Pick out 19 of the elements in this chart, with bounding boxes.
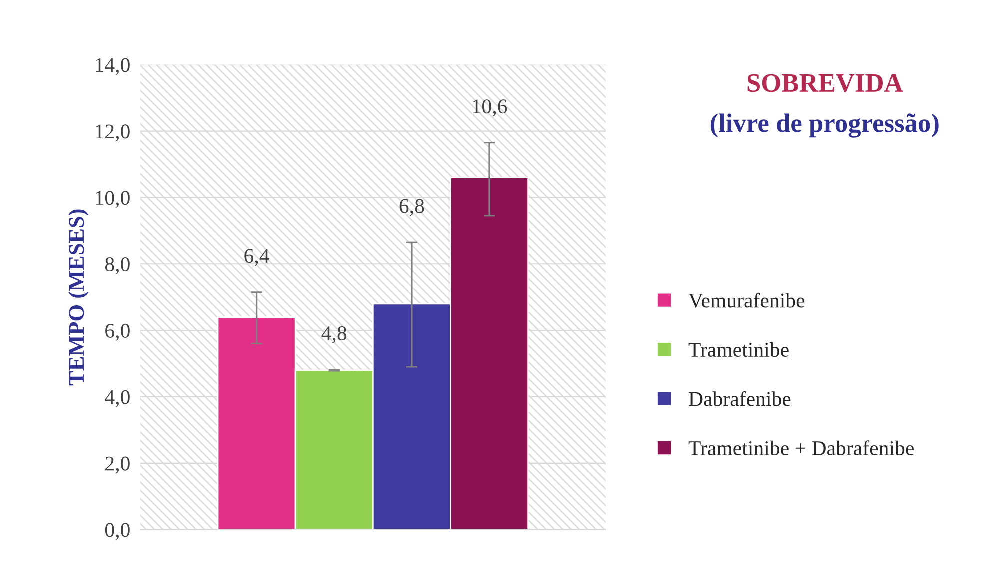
y-axis-title: TEMPO (MESES) — [68, 210, 89, 386]
text: 6,4 — [244, 249, 270, 266]
y-tick-label: 12,0 — [96, 124, 130, 142]
text: SOBREVIDA — [748, 74, 904, 92]
legend-label: Dabrafenibe — [689, 391, 791, 406]
text: (livre de progressão) — [710, 114, 939, 138]
legend-label: Trametinibe + Dabrafenibe — [688, 440, 914, 456]
text: 4,8 — [322, 326, 347, 344]
y-tick-label: 10,0 — [96, 191, 130, 208]
y-tick-label: 6,0 — [106, 324, 130, 341]
text: 6,8 — [400, 199, 424, 216]
y-tick-label: 0,0 — [105, 523, 130, 540]
y-tick-label: 4,0 — [105, 390, 130, 408]
legend-label: Trametinibe — [688, 342, 789, 358]
text: 10,6 — [473, 100, 508, 117]
legend-label: Vemurafenibe — [688, 292, 805, 308]
y-tick-label: 8,0 — [105, 257, 130, 275]
y-tick-label: 2,0 — [106, 456, 130, 474]
y-tick-label: 14,0 — [96, 58, 130, 76]
